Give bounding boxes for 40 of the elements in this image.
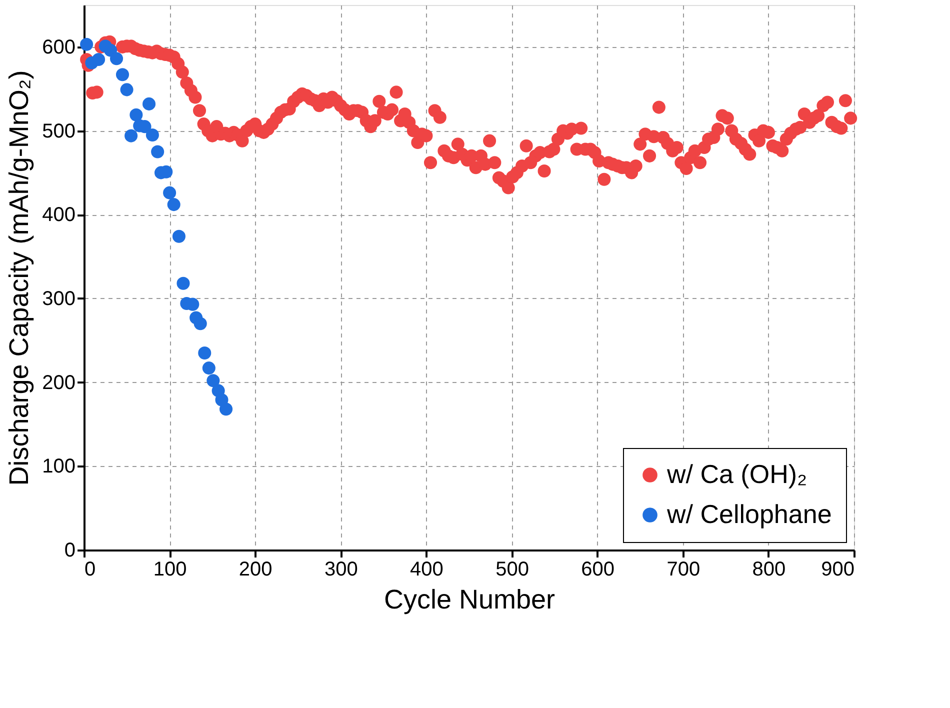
y-tick-label: 0 <box>64 540 76 562</box>
y-axis-title: Discharge Capacity (mAh/g-MnO₂) <box>4 70 34 486</box>
point <box>220 402 233 416</box>
y-tick-label: 300 <box>42 288 76 310</box>
x-tick-label: 300 <box>324 558 358 580</box>
x-tick-label: 600 <box>581 558 615 580</box>
point <box>142 97 156 110</box>
point <box>130 108 143 122</box>
y-tick-label: 500 <box>42 120 76 142</box>
x-axis-title: Cycle Number <box>384 584 556 614</box>
legend-label: w/ Cellophane <box>666 499 832 529</box>
legend-label: w/ Ca (OH)₂ <box>666 459 808 489</box>
point <box>167 198 180 212</box>
x-tick-label: 900 <box>821 558 854 580</box>
point <box>202 362 216 375</box>
point <box>176 276 190 290</box>
point <box>194 317 207 330</box>
point <box>198 346 212 360</box>
point <box>151 145 164 158</box>
point <box>163 186 176 200</box>
x-tick-label: 400 <box>410 558 444 580</box>
point <box>92 52 106 66</box>
point <box>120 83 134 96</box>
point <box>116 68 130 82</box>
point <box>206 374 220 388</box>
point <box>172 230 186 243</box>
point <box>80 38 94 51</box>
x-tick-label: 100 <box>153 558 187 580</box>
y-tick-label: 100 <box>42 456 76 478</box>
point <box>124 129 138 142</box>
x-tick-label: 500 <box>496 558 529 580</box>
y-tick-label: 400 <box>42 204 76 226</box>
x-tick-label: 700 <box>666 558 700 580</box>
x-tick-label: 0 <box>84 558 96 580</box>
x-tick-label: 800 <box>752 558 786 580</box>
y-tick-label: 600 <box>42 36 76 58</box>
x-tick-label: 200 <box>238 558 272 580</box>
point <box>110 52 124 66</box>
point <box>146 128 159 142</box>
y-tick-label: 200 <box>42 372 76 394</box>
